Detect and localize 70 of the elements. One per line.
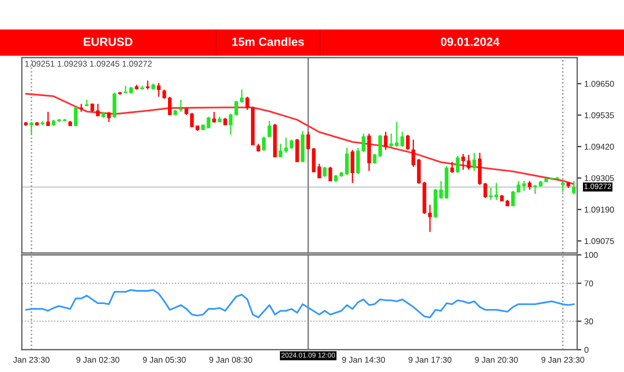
candlestick <box>461 153 466 170</box>
x-tick-label: Jan 23:30 <box>13 356 50 363</box>
y-tick-label: 1.09420 <box>584 144 614 150</box>
candlestick <box>489 187 493 201</box>
chart-title: EURUSD <box>84 38 132 46</box>
candlestick <box>560 181 565 193</box>
candlestick <box>306 131 310 150</box>
x-tick-label: 9 Jan 23:30 <box>541 356 584 363</box>
candlestick <box>96 103 100 117</box>
candlestick <box>112 92 116 118</box>
y-tick-label: 1.09305 <box>584 175 614 182</box>
candlestick <box>466 154 471 170</box>
candlestick <box>212 111 216 124</box>
y-tick-label: 0 <box>584 346 588 353</box>
candlestick <box>384 131 388 150</box>
candlestick <box>79 103 84 112</box>
candlestick <box>412 139 416 168</box>
candlestick <box>389 133 394 148</box>
candlestick <box>74 106 78 126</box>
x-tick-label: 9 Jan 20:30 <box>475 356 518 363</box>
candlestick <box>322 166 327 178</box>
candlestick <box>450 161 454 174</box>
x-tick-label: 9 Jan 17:30 <box>408 356 452 363</box>
candlestick <box>46 111 50 126</box>
candlestick <box>400 131 404 148</box>
candlestick <box>30 121 34 136</box>
x-tick-label: 9 Jan 08:30 <box>209 356 252 363</box>
chart-subtitle: 15m Candles <box>232 37 304 46</box>
candlestick <box>328 166 332 182</box>
candlestick <box>572 180 576 196</box>
candlestick <box>483 182 488 199</box>
x-tick-label: 9 Jan 02:30 <box>76 356 120 363</box>
candlestick <box>472 152 476 172</box>
candlestick <box>268 120 272 138</box>
line-series <box>25 289 575 318</box>
candlestick <box>533 184 537 195</box>
candlestick <box>168 96 172 116</box>
y-tick-label: 100 <box>584 252 598 258</box>
candlestick <box>378 134 382 158</box>
candlestick <box>107 111 111 123</box>
candlestick <box>406 134 410 150</box>
y-tick-label: 70 <box>584 280 594 286</box>
candlestick <box>179 99 183 112</box>
y-tick-label: 1.09190 <box>584 206 614 213</box>
y-tick-label: 1.09535 <box>584 112 614 118</box>
candlestick <box>228 113 233 136</box>
candlestick <box>295 138 299 162</box>
text: 09.01.2024 <box>440 38 500 46</box>
line-series <box>25 92 575 185</box>
candlestick <box>262 136 266 152</box>
annotation: 1.09251 1.09293 1.09245 1.09272 <box>25 60 152 67</box>
y-tick-label: 30 <box>584 318 594 324</box>
candlestick <box>312 147 316 173</box>
candlestick <box>162 89 166 100</box>
candlestick <box>245 96 250 111</box>
candlestick <box>394 121 399 148</box>
candlestick <box>234 100 238 116</box>
candlestick <box>350 149 354 184</box>
y-tick-label: 1.09650 <box>584 80 614 87</box>
y-tick-label: 1.09075 <box>584 238 614 244</box>
candlestick <box>146 80 150 90</box>
candlestick <box>317 163 322 179</box>
candlestick <box>456 155 460 174</box>
candlestick <box>240 89 244 104</box>
candlestick <box>84 99 89 106</box>
candlestick <box>494 182 498 201</box>
x-tick-label: 9 Jan 14:30 <box>342 356 385 363</box>
candlestick <box>156 82 161 98</box>
candlestick <box>372 153 376 164</box>
x-tick-label: 9 Jan 05:30 <box>142 356 186 363</box>
